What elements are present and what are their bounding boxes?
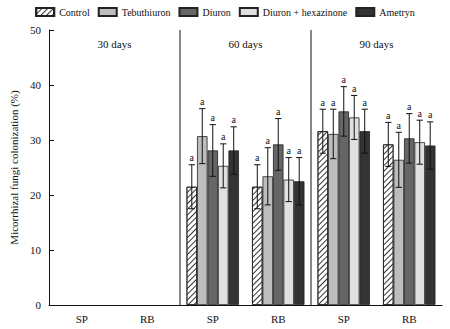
svg-text:a: a	[386, 110, 391, 121]
svg-text:Control: Control	[59, 7, 90, 18]
svg-text:30: 30	[30, 134, 42, 146]
svg-text:SP: SP	[207, 313, 219, 325]
svg-text:a: a	[321, 97, 326, 108]
svg-text:RB: RB	[140, 313, 155, 325]
svg-text:a: a	[331, 97, 336, 108]
svg-text:a: a	[200, 96, 205, 107]
svg-text:a: a	[211, 112, 216, 123]
svg-text:a: a	[407, 101, 412, 112]
svg-text:Tebuthiuron: Tebuthiuron	[122, 7, 171, 18]
svg-text:a: a	[266, 135, 271, 146]
svg-text:a: a	[287, 145, 292, 156]
svg-text:a: a	[418, 108, 423, 119]
svg-text:Micorrhizal fungi colonization: Micorrhizal fungi colonization (%)	[8, 90, 21, 245]
svg-text:Diuron + hexazinone: Diuron + hexazinone	[263, 7, 348, 18]
svg-text:90 days: 90 days	[360, 38, 394, 50]
svg-text:10: 10	[30, 244, 42, 256]
svg-text:0: 0	[36, 299, 42, 311]
svg-text:Ametryn: Ametryn	[379, 7, 415, 18]
svg-text:SP: SP	[338, 313, 350, 325]
svg-text:30 days: 30 days	[98, 38, 132, 50]
svg-text:SP: SP	[76, 313, 88, 325]
svg-text:a: a	[297, 145, 302, 156]
svg-text:50: 50	[30, 24, 42, 36]
svg-text:a: a	[221, 131, 226, 142]
svg-text:Diuron: Diuron	[202, 7, 230, 18]
svg-text:40: 40	[30, 79, 42, 91]
svg-text:20: 20	[30, 189, 42, 201]
svg-text:a: a	[397, 120, 402, 131]
svg-text:a: a	[255, 152, 260, 163]
svg-text:a: a	[352, 83, 357, 94]
svg-text:a: a	[362, 97, 367, 108]
svg-text:a: a	[342, 74, 347, 85]
svg-text:a: a	[231, 114, 236, 125]
svg-text:RB: RB	[271, 313, 286, 325]
svg-text:a: a	[190, 152, 195, 163]
svg-text:a: a	[276, 106, 281, 117]
svg-text:60 days: 60 days	[229, 38, 263, 50]
svg-text:a: a	[428, 109, 433, 120]
svg-text:RB: RB	[402, 313, 417, 325]
